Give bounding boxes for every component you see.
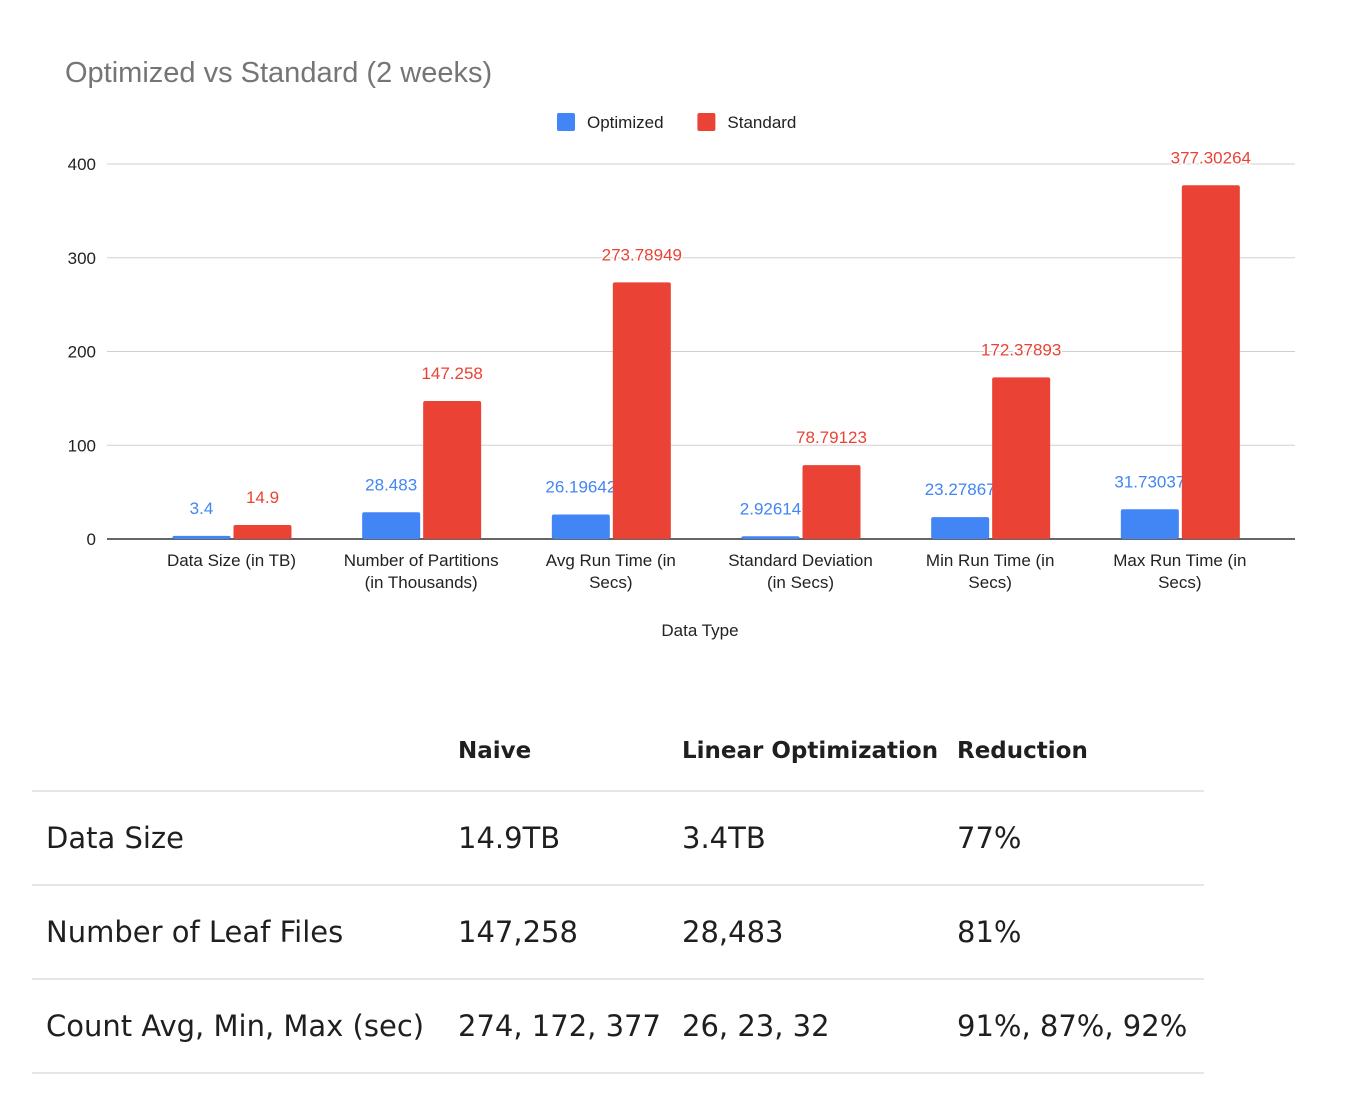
header-cell: Linear Optimization [682, 738, 939, 764]
optimized-bar [172, 535, 231, 539]
cell-reduction: 81% [943, 884, 1204, 979]
cell-naive: 274, 172, 377 [444, 978, 668, 1074]
optimized-bar [1120, 509, 1179, 539]
cell-linear: 28,483 [668, 884, 943, 979]
data-label: 377.30264 [1171, 148, 1251, 167]
x-tick-label: Max Run Time (in [1113, 551, 1246, 570]
standard-bar [1181, 185, 1240, 539]
x-tick-label: (in Thousands) [365, 573, 478, 592]
y-tick-label: 100 [68, 436, 96, 455]
legend: Optimized Standard [557, 113, 796, 132]
cell-reduction: 91%, 87%, 92% [943, 978, 1204, 1074]
x-tick-label: Number of Partitions [344, 551, 499, 570]
standard-bar [423, 400, 482, 539]
data-label: 31.73037 [1114, 472, 1185, 491]
y-tick-label: 200 [68, 343, 96, 362]
data-label: 78.79123 [796, 428, 867, 447]
standard-bar [233, 525, 292, 539]
standard-bar [612, 282, 671, 539]
data-label: 172.37893 [981, 340, 1061, 359]
x-tick-label: (in Secs) [767, 573, 834, 592]
legend-label: Optimized [587, 113, 664, 132]
legend-swatch [557, 113, 575, 131]
cell-linear: 3.4TB [668, 790, 943, 885]
x-axis-title: Data Type [661, 621, 738, 640]
comparison-table: Naive Linear Optimization Reduction Data… [32, 712, 1204, 1074]
header-cell: Reduction [957, 738, 1088, 764]
gridlines: 0 100 200 300 400 [68, 155, 1295, 549]
header-cell: Naive [458, 738, 532, 764]
y-tick-label: 300 [68, 249, 96, 268]
data-label: 2.92614 [740, 499, 801, 518]
data-label: 14.9 [246, 488, 279, 507]
y-tick-label: 0 [87, 530, 96, 549]
x-tick-label: Standard Deviation [728, 551, 873, 570]
cell-linear: 26, 23, 32 [668, 978, 943, 1074]
data-label: 23.27867 [925, 480, 996, 499]
standard-bar [992, 377, 1051, 539]
x-tick-label: Data Size (in TB) [167, 551, 296, 570]
x-tick-label: Secs) [589, 573, 632, 592]
bar-chart: Optimized vs Standard (2 weeks) Optimize… [65, 57, 1295, 640]
chart-title: Optimized vs Standard (2 weeks) [65, 57, 492, 89]
table-row: Number of Leaf Files 147,258 28,483 81% [32, 884, 1204, 979]
row-label: Count Avg, Min, Max (sec) [32, 978, 444, 1074]
header-cell [32, 712, 444, 791]
optimized-bar [741, 536, 800, 539]
cell-naive: 147,258 [444, 884, 668, 979]
row-label: Data Size [32, 790, 444, 885]
x-tick-label: Min Run Time (in [926, 551, 1054, 570]
x-tick-label: Secs) [968, 573, 1011, 592]
x-tick-label: Secs) [1158, 573, 1201, 592]
legend-swatch [697, 113, 716, 131]
data-label: 26.19642 [545, 477, 616, 496]
table-header-row: Naive Linear Optimization Reduction [32, 712, 1204, 791]
row-label: Number of Leaf Files [32, 884, 444, 979]
table-row: Count Avg, Min, Max (sec) 274, 172, 377 … [32, 978, 1204, 1074]
optimized-bar [551, 514, 610, 539]
data-label: 147.258 [421, 364, 482, 383]
data-label: 273.78949 [602, 245, 682, 264]
x-tick-label: Avg Run Time (in [546, 551, 676, 570]
data-label: 3.4 [190, 499, 214, 518]
bars: 3.4 14.9 28.483 147.258 26.19642 273.78949 2.9… [172, 147, 1253, 539]
data-label: 28.483 [365, 475, 417, 494]
table-row: Data Size 14.9TB 3.4TB 77% [32, 790, 1204, 885]
x-axis-labels: Data Size (in TB) Number of Partitions (in… [167, 551, 1246, 592]
optimized-bar [931, 517, 990, 539]
cell-naive: 14.9TB [444, 790, 668, 885]
optimized-bar [362, 512, 421, 539]
y-tick-label: 400 [68, 155, 96, 174]
standard-bar [802, 465, 861, 539]
legend-label: Standard [727, 113, 796, 132]
cell-reduction: 77% [943, 790, 1204, 885]
